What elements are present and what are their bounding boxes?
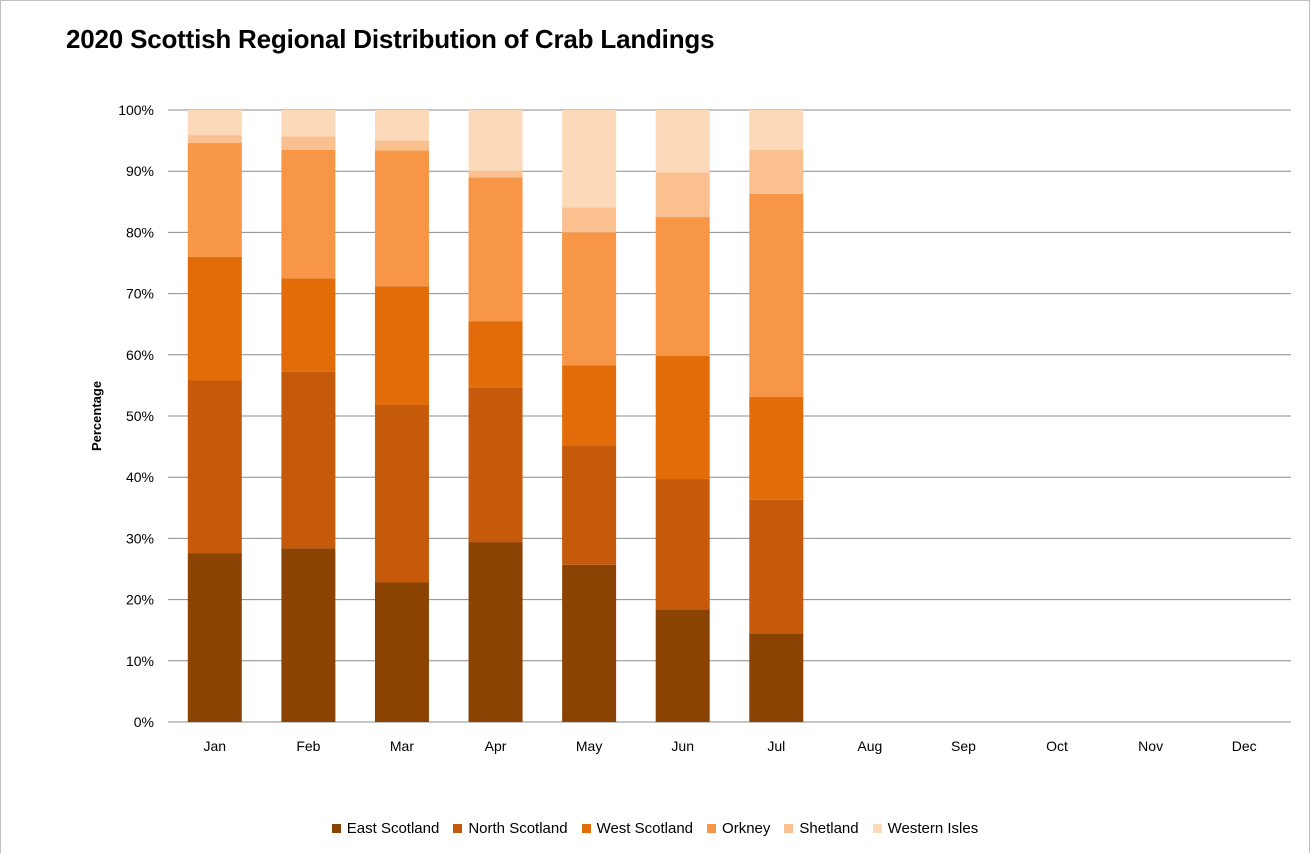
bar-segment-north-scotland: [187, 380, 242, 554]
bar-segment-west-scotland: [187, 256, 242, 381]
bar-segment-north-scotland: [749, 499, 804, 634]
bar-segment-west-scotland: [562, 365, 617, 446]
legend-label: East Scotland: [346, 820, 440, 837]
bar-segment-east-scotland: [562, 564, 617, 722]
x-tick-label: Mar: [390, 738, 414, 754]
bar-segment-orkney: [749, 193, 804, 398]
legend-swatch: [581, 824, 591, 833]
bar-segment-orkney: [655, 217, 710, 357]
y-tick-label: 80%: [126, 224, 154, 240]
bar-segment-east-scotland: [749, 633, 804, 722]
legend-item: Orkney: [707, 820, 770, 837]
legend-label: North Scotland: [468, 820, 568, 837]
bar-segment-shetland: [749, 149, 804, 194]
bar-segment-west-scotland: [281, 278, 336, 372]
legend-label: Western Isles: [887, 820, 979, 837]
legend-swatch: [784, 824, 794, 833]
y-tick-label: 30%: [126, 530, 154, 546]
y-tick-label: 0%: [134, 714, 154, 730]
legend-label: Shetland: [799, 820, 859, 837]
bar-segment-east-scotland: [281, 548, 336, 722]
bar-segment-shetland: [374, 140, 429, 151]
bar-segment-east-scotland: [187, 553, 242, 722]
y-tick-label: 70%: [126, 286, 154, 302]
x-tick-label: Nov: [1138, 738, 1163, 754]
bar-segment-orkney: [374, 150, 429, 287]
x-tick-label: Apr: [485, 738, 507, 754]
bar-segment-east-scotland: [468, 542, 523, 722]
legend-item: East Scotland: [331, 820, 440, 837]
legend-swatch: [453, 824, 463, 833]
legend-swatch: [872, 824, 882, 833]
bar-segment-western-isles: [187, 110, 242, 136]
bar-segment-north-scotland: [281, 371, 336, 549]
bar-segment-north-scotland: [655, 479, 710, 610]
bar-segment-west-scotland: [749, 397, 804, 500]
bar-segment-orkney: [468, 177, 523, 322]
bar-segment-east-scotland: [374, 582, 429, 722]
legend-label: Orkney: [722, 820, 771, 837]
y-tick-label: 50%: [126, 408, 154, 424]
legend-swatch: [707, 824, 717, 833]
x-tick-label: Aug: [857, 738, 882, 754]
bar-segment-west-scotland: [655, 356, 710, 480]
bar-segment-north-scotland: [374, 404, 429, 583]
y-axis-label: Percentage: [89, 381, 104, 451]
x-tick-label: Feb: [296, 738, 320, 754]
bar-segment-orkney: [281, 149, 336, 279]
bar-segment-shetland: [468, 171, 523, 178]
y-tick-label: 10%: [126, 653, 154, 669]
chart-title: 2020 Scottish Regional Distribution of C…: [66, 24, 715, 54]
bar-segment-western-isles: [655, 110, 710, 173]
x-tick-label: May: [576, 738, 602, 754]
bar-segment-shetland: [562, 207, 617, 233]
bar-segment-shetland: [187, 135, 242, 144]
bar-segment-north-scotland: [468, 387, 523, 543]
y-tick-label: 60%: [126, 347, 154, 363]
chart-legend: East Scotland North Scotland West Scotland…: [0, 820, 1310, 837]
bar-segment-shetland: [281, 136, 336, 150]
bar-segment-western-isles: [562, 110, 617, 208]
x-tick-label: Oct: [1046, 738, 1068, 754]
bar-segment-western-isles: [468, 110, 523, 172]
x-tick-label: Jan: [204, 738, 227, 754]
y-tick-label: 20%: [126, 592, 154, 608]
legend-item: Western Isles: [872, 820, 979, 837]
bar-segment-orkney: [187, 143, 242, 257]
x-tick-label: Jul: [767, 738, 785, 754]
y-tick-label: 90%: [126, 163, 154, 179]
x-tick-label: Sep: [951, 738, 976, 754]
bar-segment-shetland: [655, 172, 710, 218]
bar-segment-north-scotland: [562, 445, 617, 565]
legend-item: West Scotland: [581, 820, 694, 837]
bar-segment-east-scotland: [655, 609, 710, 722]
bar-segment-western-isles: [281, 110, 336, 137]
legend-label: West Scotland: [596, 820, 694, 837]
x-tick-label: Jun: [671, 738, 694, 754]
x-tick-label: Dec: [1232, 738, 1257, 754]
y-tick-label: 100%: [118, 102, 154, 118]
legend-item: Shetland: [784, 820, 859, 837]
y-tick-label: 40%: [126, 469, 154, 485]
bar-segment-west-scotland: [468, 321, 523, 388]
bar-segment-western-isles: [374, 110, 429, 141]
legend-swatch: [331, 824, 341, 833]
legend-item: North Scotland: [453, 820, 568, 837]
bar-segment-orkney: [562, 232, 617, 366]
bar-segment-west-scotland: [374, 286, 429, 405]
bar-segment-western-isles: [749, 110, 804, 150]
